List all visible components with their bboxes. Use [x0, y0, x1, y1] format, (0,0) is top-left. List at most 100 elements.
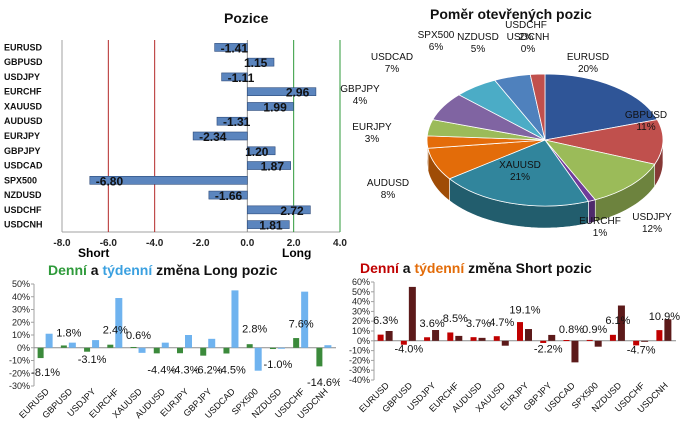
short-change-value-label: 10.9% [649, 311, 680, 323]
positions-tick-label: -6.0 [100, 238, 118, 249]
long-change-bar-weekly [231, 290, 239, 348]
short-change-tick-label: 0% [357, 336, 370, 346]
positions-value-label: -2.34 [199, 130, 227, 144]
short-title-weekly: týdenní [414, 260, 465, 276]
pie-label: AUDUSD 8% [367, 178, 409, 201]
positions-value-label: -1.11 [228, 71, 255, 85]
positions-bar [208, 190, 248, 200]
short-change-tick-label: 10% [352, 326, 370, 336]
short-change-tick-label: 50% [352, 287, 370, 297]
long-change-value-label: -14.6% [307, 377, 340, 389]
positions-tick-label: 2.0 [287, 238, 301, 249]
pie-label: USDCAD 7% [371, 52, 413, 75]
positions-value-label: 1.20 [245, 145, 269, 159]
pie-label: USDCNH 0% [507, 32, 550, 55]
positions-value-label: 1.15 [244, 56, 268, 70]
short-change-value-label: 6.1% [605, 315, 630, 327]
positions-category-label: GBPUSD [4, 57, 43, 67]
long-change-plot: -30%-20%-10%0%10%20%30%40%50%-8.1%EURUSD… [9, 279, 340, 421]
long-change-tick-label: 30% [12, 305, 30, 315]
short-change-bar-daily [586, 339, 593, 341]
short-change-value-label: 4.7% [489, 317, 514, 329]
positions-tick-label: 0.0 [240, 238, 254, 249]
short-change-value-label: 3.7% [466, 318, 491, 330]
short-title-rest: změna Short pozic [464, 260, 592, 276]
long-change-bar-daily [269, 347, 276, 350]
positions-category-label: EURCHF [4, 87, 42, 97]
long-change-tick-label: 0% [17, 343, 30, 353]
long-change-bar-daily [223, 347, 230, 354]
pie-label: SPX500 6% [418, 30, 455, 53]
short-change-bar-weekly [617, 305, 625, 341]
long-change-value-label: 0.6% [126, 330, 151, 342]
pie-slice [543, 139, 656, 201]
long-change-value-label: 7.6% [289, 318, 314, 330]
positions-category-label: USDCHF [4, 205, 42, 215]
pie-slice [544, 73, 658, 141]
short-change-bar-weekly [432, 330, 440, 341]
long-title-weekly: týdenní [102, 262, 153, 278]
positions-bar [247, 205, 311, 215]
short-change-bar-daily [609, 334, 616, 341]
positions-bar [247, 87, 317, 96]
short-change-value-label: -4.7% [627, 345, 656, 357]
positions-tick-label: -8.0 [53, 238, 71, 249]
short-title-and: a [398, 260, 415, 276]
short-change-bar-daily [563, 340, 570, 342]
long-change-value-label: 1.8% [56, 327, 81, 339]
positions-tick-label: -2.0 [192, 238, 210, 249]
short-change-bar-daily [656, 330, 663, 341]
pie-label: USDJPY 12% [632, 212, 672, 235]
long-change-bar-weekly [185, 335, 192, 348]
short-change-bar-weekly [571, 340, 579, 363]
pie-title: Poměr otevřených pozic [430, 6, 592, 22]
pie-label: EURJPY 3% [352, 122, 392, 145]
short-change-tick-label: 20% [352, 316, 370, 326]
short-change-value-label: 0.9% [582, 324, 607, 336]
positions-category-label: USDJPY [4, 72, 40, 82]
long-change-tick-label: -10% [9, 356, 30, 366]
long-change-bar-weekly [161, 342, 169, 348]
pie-label: GBPJPY 4% [340, 84, 380, 107]
short-change-tick-label: 40% [352, 297, 370, 307]
pie-label: GBPUSD 11% [625, 110, 667, 133]
positions-category-label: XAUUSD [4, 101, 43, 111]
long-change-tick-label: 20% [12, 317, 30, 327]
long-change-bar-daily [177, 347, 183, 354]
long-change-bar-weekly [115, 298, 123, 348]
short-change-bar-daily [447, 332, 454, 341]
positions-category-label: GBPJPY [4, 146, 41, 156]
long-change-value-label: 2.8% [242, 323, 267, 335]
long-change-chart: Denní a týdenní změna Long pozic -30% -20… [0, 258, 340, 442]
short-label: Short [78, 246, 110, 260]
short-change-value-label: 3.6% [420, 318, 445, 330]
long-change-bar-weekly [208, 338, 216, 348]
short-change-value-label: -4.0% [394, 344, 423, 356]
long-change-value-label: 2.4% [103, 325, 128, 337]
positions-plot: -8.0 -6.0 -4.0 -2.0 0.0 2.0 4.0 EURUSD -1.41 GBPU… [4, 40, 347, 249]
positions-category-label: SPX500 [4, 175, 37, 185]
long-change-tick-label: 10% [12, 330, 30, 340]
positions-bar [221, 72, 248, 82]
short-change-plot: -40%-30%-20%-10%0%10%20%30%40%50%60% 6.3%… [349, 277, 680, 415]
positions-value-label: 1.87 [261, 160, 285, 174]
positions-bar [247, 102, 294, 111]
long-change-bar-weekly [68, 342, 76, 348]
short-change-tick-label: -20% [349, 355, 370, 365]
positions-tick-label: -4.0 [146, 238, 164, 249]
pie-label: EURUSD 20% [567, 52, 609, 75]
long-change-value-label: -3.1% [78, 354, 107, 366]
long-change-bar-weekly [45, 333, 53, 348]
positions-value-label: -1.31 [223, 115, 251, 129]
long-change-bar-daily [107, 344, 114, 348]
short-change-bar-weekly [501, 340, 509, 346]
positions-value-label: -1.66 [215, 189, 243, 203]
positions-value-label: 2.72 [280, 204, 304, 218]
pie-label: EURCHF 1% [579, 216, 621, 239]
long-change-value-label: -4.4% [147, 364, 176, 376]
positions-bar [247, 146, 276, 156]
short-change-bar-daily [377, 334, 384, 341]
positions-bar [216, 116, 248, 126]
pie-chart: Poměr otevřených pozic EURUSD 20% GBPUSD 11… [340, 0, 680, 262]
long-change-bar-weekly [254, 347, 262, 371]
